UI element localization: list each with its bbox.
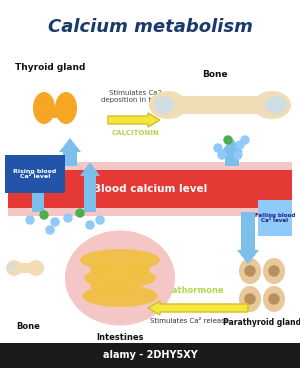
Ellipse shape <box>7 262 15 270</box>
Ellipse shape <box>265 96 287 114</box>
Ellipse shape <box>80 249 160 271</box>
Circle shape <box>218 151 226 159</box>
Circle shape <box>234 151 242 159</box>
Circle shape <box>86 221 94 229</box>
FancyArrow shape <box>148 301 248 315</box>
Ellipse shape <box>33 92 55 124</box>
Circle shape <box>64 214 72 222</box>
FancyArrow shape <box>28 162 48 212</box>
Ellipse shape <box>90 262 120 278</box>
FancyArrow shape <box>80 162 100 212</box>
Ellipse shape <box>84 268 156 288</box>
Ellipse shape <box>263 286 285 312</box>
Ellipse shape <box>55 92 77 124</box>
FancyArrow shape <box>108 113 160 127</box>
Text: Intestines: Intestines <box>96 333 144 342</box>
Bar <box>258 200 292 236</box>
Ellipse shape <box>90 279 140 293</box>
Text: Bone: Bone <box>202 70 228 79</box>
Circle shape <box>96 216 104 224</box>
Ellipse shape <box>65 230 175 326</box>
Text: CALCITONIN: CALCITONIN <box>111 130 159 136</box>
Circle shape <box>269 266 279 276</box>
Bar <box>8 170 292 208</box>
Ellipse shape <box>154 96 174 114</box>
Text: Stimulates Ca² release: Stimulates Ca² release <box>151 318 230 324</box>
FancyArrow shape <box>59 138 81 166</box>
Ellipse shape <box>49 110 61 118</box>
Text: Thyroid gland: Thyroid gland <box>15 63 85 72</box>
Text: Stimulates Ca2
deposition in bones: Stimulates Ca2 deposition in bones <box>101 90 169 103</box>
Circle shape <box>224 136 232 144</box>
Text: Parathyroid gland: Parathyroid gland <box>223 318 300 327</box>
Circle shape <box>26 216 34 224</box>
Text: alamy - 2DHY5XY: alamy - 2DHY5XY <box>103 350 197 360</box>
Ellipse shape <box>6 260 22 276</box>
Bar <box>14 263 36 273</box>
Text: Blood calcium level: Blood calcium level <box>93 184 207 194</box>
Ellipse shape <box>82 285 158 307</box>
Circle shape <box>40 211 48 219</box>
Ellipse shape <box>239 258 261 284</box>
Ellipse shape <box>149 91 187 119</box>
Text: Parathormone: Parathormone <box>156 286 224 295</box>
Ellipse shape <box>263 258 285 284</box>
Circle shape <box>245 294 255 304</box>
Circle shape <box>241 136 249 144</box>
Circle shape <box>76 209 84 217</box>
Bar <box>0 343 300 368</box>
Circle shape <box>236 141 244 149</box>
Ellipse shape <box>239 286 261 312</box>
Ellipse shape <box>28 260 44 276</box>
Bar <box>168 96 272 114</box>
Bar <box>5 155 65 193</box>
Text: Bone: Bone <box>16 322 40 331</box>
Circle shape <box>46 226 54 234</box>
Circle shape <box>245 266 255 276</box>
Circle shape <box>214 144 222 152</box>
Bar <box>8 162 292 216</box>
Ellipse shape <box>253 91 291 119</box>
Text: Falling blood
Ca² level: Falling blood Ca² level <box>255 213 295 223</box>
FancyArrow shape <box>221 138 243 166</box>
Text: Calcium metabolism: Calcium metabolism <box>48 18 252 36</box>
Circle shape <box>269 294 279 304</box>
Circle shape <box>51 218 59 226</box>
FancyArrow shape <box>237 212 259 264</box>
Text: Rising blood
Ca² level: Rising blood Ca² level <box>14 169 57 180</box>
Ellipse shape <box>120 262 150 278</box>
